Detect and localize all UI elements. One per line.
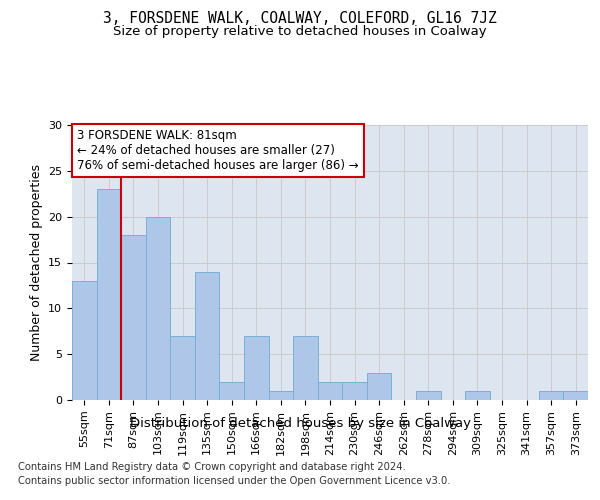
Text: 3, FORSDENE WALK, COALWAY, COLEFORD, GL16 7JZ: 3, FORSDENE WALK, COALWAY, COLEFORD, GL1… — [103, 11, 497, 26]
Bar — [220, 382, 244, 400]
Y-axis label: Number of detached properties: Number of detached properties — [29, 164, 43, 361]
Text: Distribution of detached houses by size in Coalway: Distribution of detached houses by size … — [130, 418, 470, 430]
Text: Contains HM Land Registry data © Crown copyright and database right 2024.: Contains HM Land Registry data © Crown c… — [18, 462, 406, 472]
Text: 3 FORSDENE WALK: 81sqm
← 24% of detached houses are smaller (27)
76% of semi-det: 3 FORSDENE WALK: 81sqm ← 24% of detached… — [77, 129, 359, 172]
Bar — [539, 391, 563, 400]
Bar — [367, 372, 391, 400]
Bar — [416, 391, 440, 400]
Text: Contains public sector information licensed under the Open Government Licence v3: Contains public sector information licen… — [18, 476, 451, 486]
Bar — [195, 272, 220, 400]
Text: Size of property relative to detached houses in Coalway: Size of property relative to detached ho… — [113, 25, 487, 38]
Bar — [465, 391, 490, 400]
Bar — [97, 189, 121, 400]
Bar — [146, 216, 170, 400]
Bar — [342, 382, 367, 400]
Bar — [121, 235, 146, 400]
Bar — [72, 281, 97, 400]
Bar — [318, 382, 342, 400]
Bar — [269, 391, 293, 400]
Bar — [563, 391, 588, 400]
Bar — [170, 336, 195, 400]
Bar — [244, 336, 269, 400]
Bar — [293, 336, 318, 400]
